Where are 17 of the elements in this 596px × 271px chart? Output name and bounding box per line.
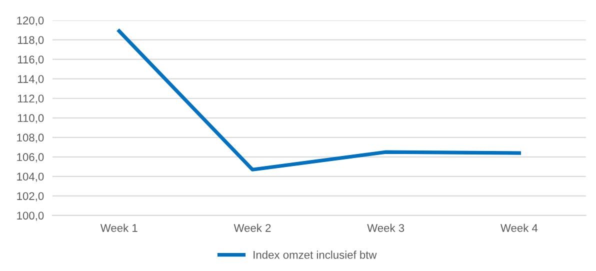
y-tick-label: 112,0	[18, 94, 44, 104]
y-tick-label: 108,0	[17, 134, 44, 143]
x-tick-label: Week 4	[500, 224, 538, 232]
x-tick-label: Week 1	[100, 224, 138, 232]
y-tick-label: 110,0	[18, 114, 44, 124]
y-tick-label: 102,0	[17, 192, 44, 202]
y-tick-label: 120,0	[17, 16, 44, 26]
legend-label: Index omzet inclusief btw	[254, 250, 377, 259]
y-tick-label: 118,0	[18, 36, 44, 46]
line-series	[117, 29, 521, 172]
x-tick-label: Week 2	[234, 224, 271, 232]
y-tick-label: 114,0	[18, 75, 44, 84]
y-tick-label: 104,0	[17, 172, 44, 182]
y-tick-label: 106,0	[17, 153, 44, 162]
y-tick-label: 100,0	[17, 212, 44, 221]
y-tick-label: 116,0	[18, 56, 44, 65]
x-tick-label: Week 3	[367, 224, 404, 232]
